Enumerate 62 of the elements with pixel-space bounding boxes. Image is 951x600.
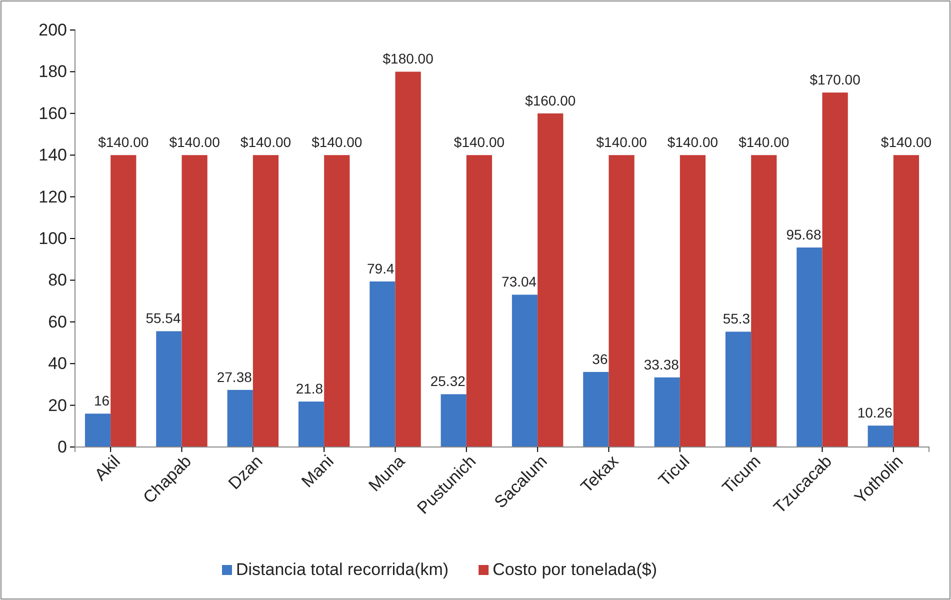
bar <box>751 155 777 447</box>
bar <box>538 113 564 447</box>
data-label: $140.00 <box>240 134 292 150</box>
data-label: $140.00 <box>880 134 932 150</box>
legend-label: Distancia total recorrida(km) <box>236 560 449 579</box>
bar <box>227 390 253 447</box>
data-label: $140.00 <box>312 134 362 150</box>
bar <box>466 155 492 447</box>
data-label: 27.38 <box>216 368 252 385</box>
legend-label: Costo por tonelada($) <box>492 560 657 579</box>
y-tick-label: 140 <box>38 146 67 165</box>
y-tick-label: 80 <box>48 270 67 290</box>
data-label: 33.38 <box>644 356 680 372</box>
y-tick-label: 120 <box>38 187 67 206</box>
data-label: 55.54 <box>146 310 181 326</box>
data-label: $140.00 <box>169 134 220 150</box>
bar <box>796 248 822 447</box>
bar <box>182 155 208 447</box>
bar <box>868 426 894 447</box>
y-tick-label: 200 <box>38 20 67 40</box>
bar <box>156 331 182 447</box>
y-tick-label: 60 <box>48 312 67 332</box>
bar <box>395 72 421 447</box>
data-label: 95.68 <box>786 226 822 243</box>
data-label: 73.04 <box>502 274 537 290</box>
bar <box>252 155 279 447</box>
bar <box>893 155 920 447</box>
data-label: $170.00 <box>810 72 861 88</box>
y-tick-label: 0 <box>58 437 67 456</box>
bar <box>324 155 350 447</box>
bar <box>608 155 634 447</box>
data-label: 16 <box>94 392 110 409</box>
bar <box>822 92 848 447</box>
data-label: 55.3 <box>722 310 750 327</box>
data-label: $140.00 <box>98 134 149 150</box>
data-label: 79.4 <box>367 260 394 276</box>
data-label: $180.00 <box>382 50 434 67</box>
bar <box>654 377 680 447</box>
data-label: $140.00 <box>667 134 718 150</box>
data-label: 25.32 <box>430 373 466 390</box>
y-tick-label: 180 <box>38 62 67 82</box>
bar <box>512 294 538 447</box>
data-label: $140.00 <box>454 134 505 150</box>
data-label: 36 <box>592 350 608 367</box>
data-label: 21.8 <box>296 380 324 397</box>
y-tick-label: 100 <box>38 228 67 248</box>
bar <box>725 332 752 447</box>
data-label: $140.00 <box>596 134 648 150</box>
data-label: $160.00 <box>525 92 576 108</box>
bar <box>440 394 466 447</box>
bar <box>84 414 111 447</box>
data-label: $140.00 <box>738 134 790 150</box>
bar <box>110 155 136 447</box>
bar <box>583 372 609 447</box>
bar <box>370 281 396 447</box>
data-label: 10.26 <box>857 404 893 421</box>
bar <box>298 402 324 447</box>
bar <box>680 155 706 447</box>
y-tick-label: 160 <box>38 104 67 123</box>
y-tick-label: 40 <box>48 354 67 374</box>
x-tick-label: Akil <box>91 452 124 484</box>
y-tick-label: 20 <box>48 396 67 415</box>
